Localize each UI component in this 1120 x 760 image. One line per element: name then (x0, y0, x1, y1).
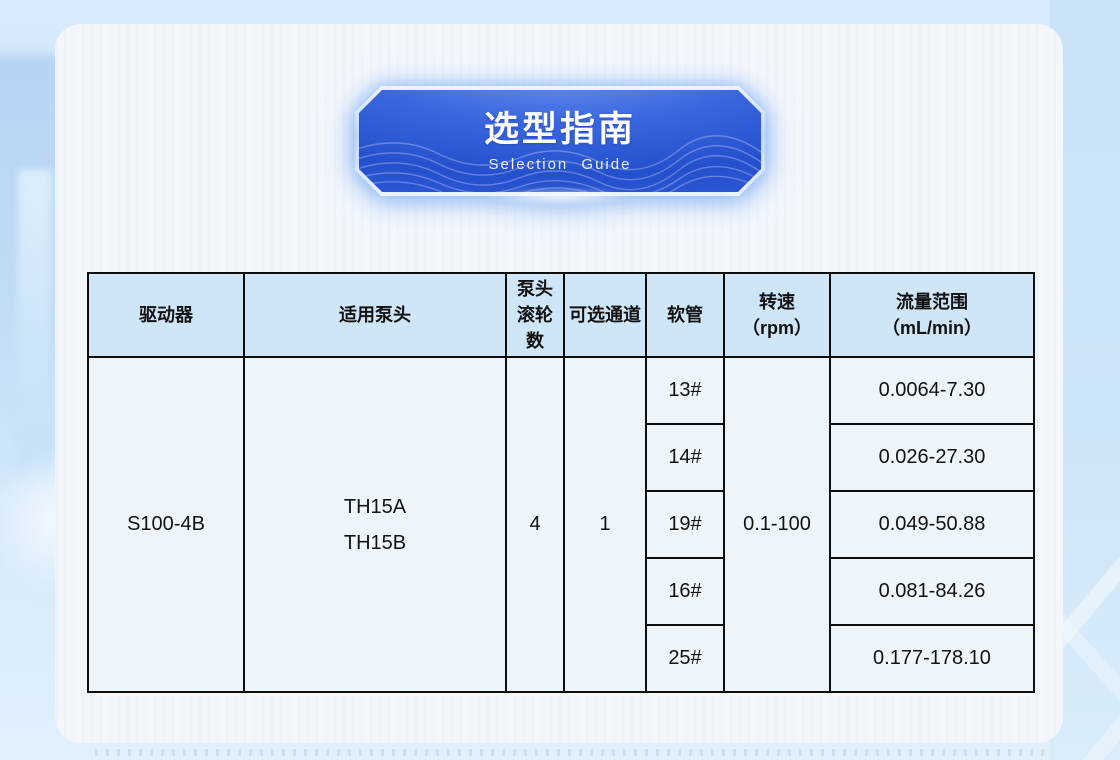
header-flow-line2: （mL/min） (881, 318, 982, 339)
tube-cell: 13# (645, 356, 725, 426)
table-row: 25# 0.177-178.10 (88, 624, 1035, 694)
tube-cell: 16# (645, 557, 725, 627)
banner-body: 选型指南 Selection Guide (359, 90, 761, 192)
header-channels: 可选通道 (563, 271, 647, 359)
table-row: 16# 0.081-84.26 (88, 557, 1035, 627)
faint-watermark-decor (95, 749, 1050, 756)
flow-cell: 0.026-27.30 (829, 423, 1035, 493)
table-header-row: 驱动器 适用泵头 泵头 滚轮数 可选通道 软管 转速 （rpm） 流量范围 （m… (87, 271, 1035, 359)
channels-cell: 1 (563, 356, 647, 694)
header-driver: 驱动器 (87, 271, 245, 359)
flow-cell: 0.177-178.10 (829, 624, 1035, 694)
header-rollers-line2: 滚轮数 (517, 305, 553, 352)
page-title: 选型指南 (483, 110, 636, 150)
header-speed: 转速 （rpm） (723, 271, 831, 359)
banner-glow-decor (465, 187, 655, 207)
rollers-cell: 4 (505, 356, 565, 694)
flow-cell: 0.0064-7.30 (829, 356, 1035, 426)
table-row: S100-4B TH15A TH15B 4 1 13# 0.1-100 0.00… (87, 356, 1035, 694)
selection-guide-table: 驱动器 适用泵头 泵头 滚轮数 可选通道 软管 转速 （rpm） 流量范围 （m… (87, 271, 1035, 694)
flow-cell: 0.049-50.88 (829, 490, 1035, 560)
flow-cell: 0.081-84.26 (829, 557, 1035, 627)
header-flow-line1: 流量范围 (896, 292, 968, 313)
pump-head-model: TH15A (343, 495, 407, 518)
header-flow-range: 流量范围 （mL/min） (829, 271, 1035, 359)
header-rollers: 泵头 滚轮数 (505, 271, 565, 359)
speed-cell: 0.1-100 (723, 356, 831, 694)
header-speed-line2: （rpm） (741, 318, 812, 339)
wave-lines-decor (359, 132, 761, 192)
table-row: 14# 0.026-27.30 (88, 423, 1035, 493)
header-speed-line1: 转速 (759, 292, 795, 313)
pump-head-model: TH15B (343, 531, 407, 554)
tube-cell: 19# (645, 490, 725, 560)
driver-cell: S100-4B (87, 356, 245, 694)
pump-head-cell: TH15A TH15B (243, 356, 507, 694)
header-tubing: 软管 (645, 271, 725, 359)
tube-cell: 14# (645, 423, 725, 493)
table-row: 19# 0.049-50.88 (88, 490, 1035, 560)
page-subtitle: Selection Guide (488, 155, 632, 173)
header-rollers-line1: 泵头 (517, 279, 553, 299)
header-pump-head: 适用泵头 (243, 271, 507, 359)
tube-cell: 25# (645, 624, 725, 694)
selection-guide-banner: 选型指南 Selection Guide (355, 86, 765, 207)
